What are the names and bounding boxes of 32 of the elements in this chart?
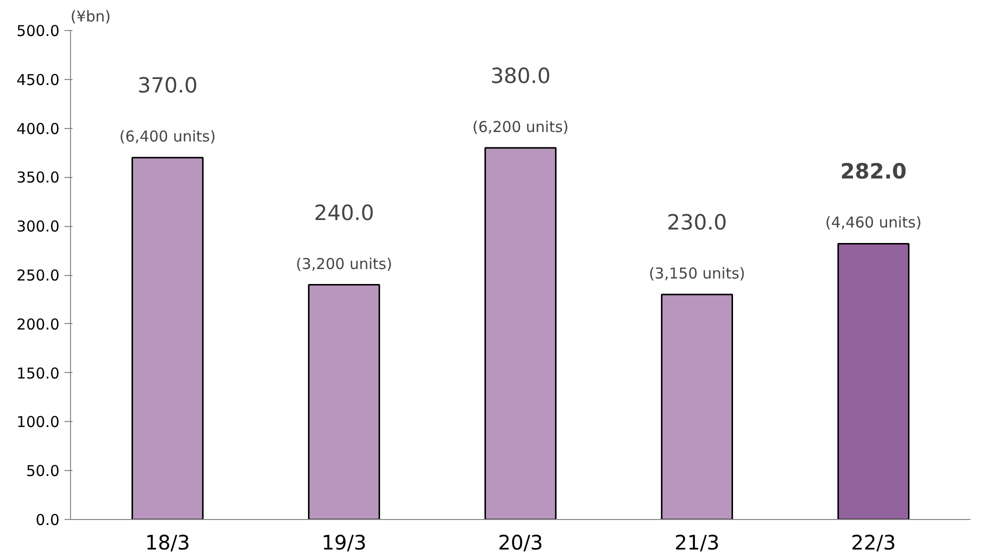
y-tick-label: 400.0 [16,120,60,138]
y-tick-label: 150.0 [16,364,60,382]
y-tick-label: 200.0 [16,315,60,334]
bar [660,294,734,520]
annotation: (6,400 units) [119,128,216,146]
y-tick-label: 100.0 [16,413,60,432]
x-tick-label: 19/3 [322,530,366,554]
data-label: 282.0 [840,160,907,184]
bar [484,147,557,520]
y-tick-label: 0.0 [36,511,60,529]
bar [308,284,380,520]
data-label: 380.0 [490,64,551,88]
data-label: 230.0 [666,210,728,235]
x-tick-label: 21/3 [674,530,720,554]
y-tick-label: 350.0 [16,168,60,187]
bar [132,156,204,520]
annotation: (3,200 units) [296,254,392,273]
y-tick-label: 300.0 [16,218,60,236]
y-tick-label: 450.0 [16,70,60,89]
bar [837,242,910,520]
y-axis-title: (¥bn) [70,8,111,26]
y-tick-label: 500.0 [16,22,60,40]
x-tick-label: 22/3 [850,530,896,554]
data-label: 370.0 [138,74,198,98]
y-tick-label: 50.0 [26,462,60,480]
annotation: (4,460 units) [825,214,922,232]
x-tick-label: 20/3 [498,530,543,554]
data-label: 240.0 [314,200,374,225]
annotation: (3,150 units) [648,264,746,283]
x-tick-label: 18/3 [145,530,190,554]
y-tick-label: 250.0 [16,266,60,284]
annotation: (6,200 units) [472,118,569,136]
